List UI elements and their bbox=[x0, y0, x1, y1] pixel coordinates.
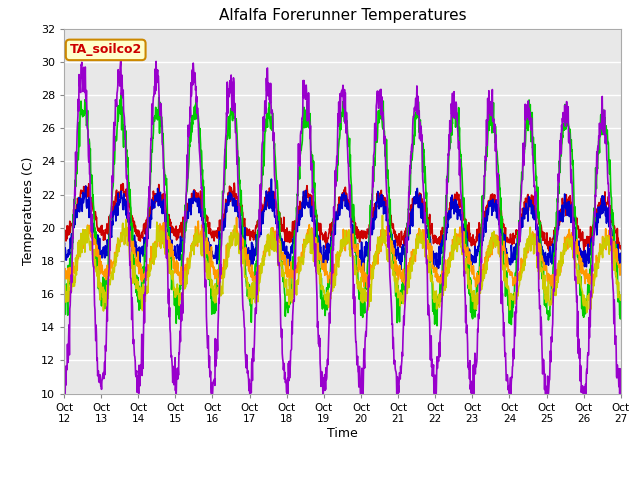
-2cm bbox=[171, 302, 179, 308]
-8cm bbox=[617, 261, 625, 266]
-16cm bbox=[60, 228, 68, 234]
Line: Ref_SoilT_1: Ref_SoilT_1 bbox=[64, 58, 621, 394]
Ref_SoilT_2 bbox=[379, 213, 387, 218]
-2cm bbox=[60, 294, 68, 300]
-2cm bbox=[502, 282, 510, 288]
-16cm bbox=[170, 232, 178, 238]
Line: Ref_SoilT_2: Ref_SoilT_2 bbox=[64, 216, 621, 312]
-16cm bbox=[230, 180, 238, 186]
-8cm bbox=[502, 246, 510, 252]
Ref_SoilT_1 bbox=[61, 391, 69, 396]
-2cm bbox=[552, 226, 559, 231]
Ref_SoilT_3 bbox=[617, 262, 625, 267]
Line: -2cm: -2cm bbox=[64, 94, 621, 325]
Ref_SoilT_2 bbox=[583, 310, 591, 315]
Ref_SoilT_3 bbox=[233, 215, 241, 220]
-2cm bbox=[617, 293, 625, 299]
-2cm bbox=[433, 323, 441, 328]
Ref_SoilT_1 bbox=[617, 391, 625, 396]
-16cm bbox=[617, 246, 625, 252]
Ref_SoilT_1 bbox=[502, 378, 510, 384]
-16cm bbox=[580, 250, 588, 255]
Ref_SoilT_1 bbox=[429, 362, 437, 368]
-8cm bbox=[552, 245, 559, 251]
Line: -8cm: -8cm bbox=[64, 179, 621, 273]
-16cm bbox=[502, 238, 509, 244]
-8cm bbox=[60, 246, 68, 252]
X-axis label: Time: Time bbox=[327, 427, 358, 440]
Ref_SoilT_2 bbox=[60, 289, 68, 295]
Ref_SoilT_3 bbox=[170, 262, 178, 267]
-2cm bbox=[429, 305, 437, 311]
-8cm bbox=[184, 209, 191, 215]
Ref_SoilT_1 bbox=[60, 373, 68, 379]
Ref_SoilT_3 bbox=[246, 272, 254, 277]
-8cm bbox=[170, 252, 178, 258]
Ref_SoilT_2 bbox=[184, 267, 191, 273]
-16cm bbox=[429, 234, 437, 240]
Ref_SoilT_3 bbox=[549, 287, 557, 293]
-16cm bbox=[246, 236, 254, 241]
Y-axis label: Temperatures (C): Temperatures (C) bbox=[22, 157, 35, 265]
Ref_SoilT_2 bbox=[429, 281, 437, 287]
-2cm bbox=[246, 303, 254, 309]
Ref_SoilT_2 bbox=[551, 282, 559, 288]
Ref_SoilT_1 bbox=[185, 133, 193, 139]
Ref_SoilT_3 bbox=[429, 263, 437, 268]
Line: -16cm: -16cm bbox=[64, 183, 621, 252]
Ref_SoilT_1 bbox=[172, 355, 179, 360]
Ref_SoilT_3 bbox=[184, 259, 191, 264]
-16cm bbox=[184, 204, 191, 210]
-16cm bbox=[551, 225, 559, 230]
Ref_SoilT_3 bbox=[552, 276, 559, 282]
Ref_SoilT_1 bbox=[247, 382, 255, 387]
-2cm bbox=[117, 91, 125, 96]
Text: TA_soilco2: TA_soilco2 bbox=[70, 43, 142, 56]
-8cm bbox=[268, 176, 275, 182]
Ref_SoilT_1 bbox=[552, 272, 559, 278]
Title: Alfalfa Forerunner Temperatures: Alfalfa Forerunner Temperatures bbox=[219, 9, 466, 24]
Line: Ref_SoilT_3: Ref_SoilT_3 bbox=[64, 217, 621, 290]
Ref_SoilT_2 bbox=[246, 292, 254, 298]
-8cm bbox=[360, 270, 368, 276]
Ref_SoilT_1 bbox=[117, 55, 125, 60]
-8cm bbox=[246, 261, 254, 266]
Ref_SoilT_2 bbox=[502, 276, 509, 281]
-8cm bbox=[429, 266, 437, 272]
Ref_SoilT_2 bbox=[617, 292, 625, 298]
Ref_SoilT_3 bbox=[60, 258, 68, 264]
Ref_SoilT_2 bbox=[170, 287, 178, 293]
-2cm bbox=[184, 171, 192, 177]
Ref_SoilT_3 bbox=[502, 255, 509, 261]
